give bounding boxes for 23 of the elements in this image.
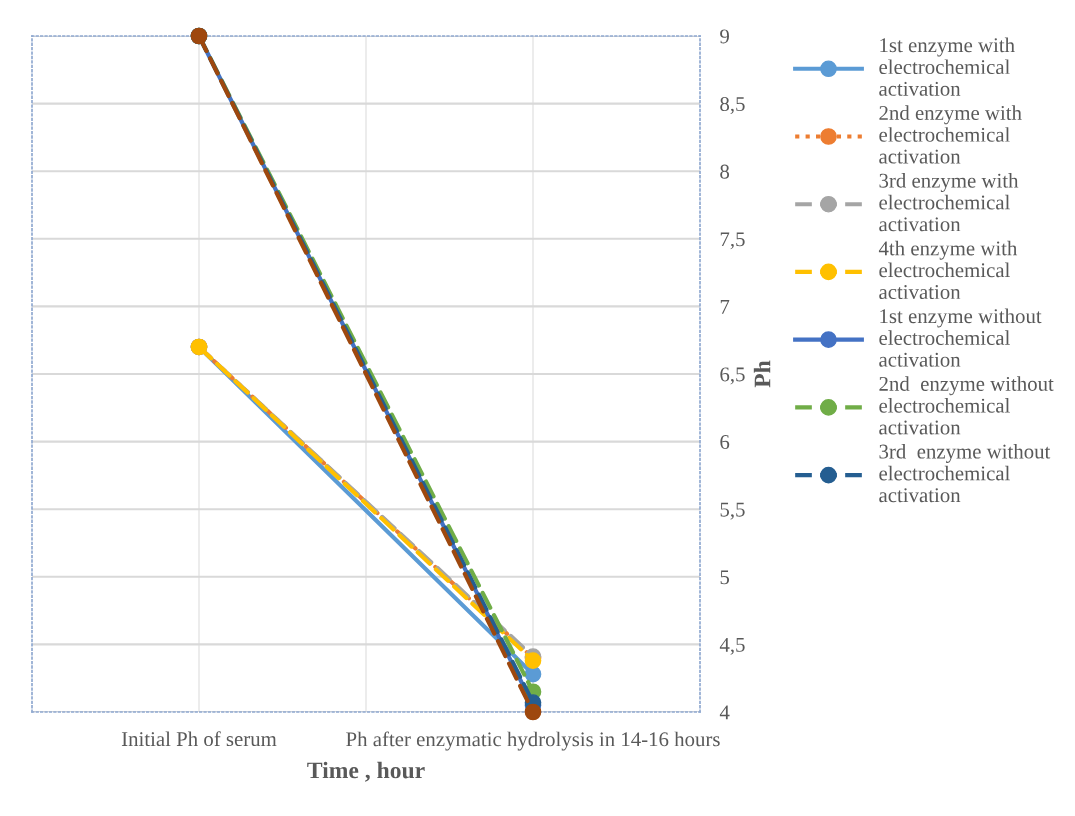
- y-tick-label: 4,5: [719, 637, 745, 655]
- y-tick-label: 6,5: [720, 367, 745, 385]
- x-axis-title: Time , hour: [307, 761, 425, 782]
- legend-label: 2nd enzyme with electrochemical activation: [879, 105, 1022, 164]
- legend-label: 1st enzyme with electrochemical activation: [879, 37, 1015, 96]
- y-tick-label: 4: [719, 705, 730, 720]
- y-tick-label: 8: [720, 164, 730, 179]
- legend-label: 1st enzyme without electrochemical activation: [879, 308, 1042, 367]
- y-tick-label: 9: [720, 29, 730, 44]
- y-tick-label: 5,5: [720, 502, 745, 520]
- legend-label: 2nd enzyme without electrochemical activation: [879, 376, 1054, 435]
- legend-label: 4th enzyme with electrochemical activation: [878, 240, 1018, 300]
- y-tick-label: 5: [720, 570, 730, 585]
- point: [524, 703, 542, 721]
- x-tick-label: Ph after enzymatic hydrolysis in 14-16 hours: [346, 731, 720, 751]
- legend-label: 3rd enzyme with electrochemical activation: [879, 173, 1019, 232]
- y-tick-label: 7: [720, 299, 730, 314]
- x-tick-label: Initial Ph of serum: [121, 731, 277, 747]
- y-axis-title: Ph: [753, 360, 771, 388]
- y-tick-label: 8,5: [720, 96, 745, 115]
- legend-label: 3rd enzyme without electrochemical activation: [879, 443, 1051, 503]
- y-tick-label: 6: [720, 435, 730, 450]
- y-tick-label: 7,5: [720, 232, 745, 250]
